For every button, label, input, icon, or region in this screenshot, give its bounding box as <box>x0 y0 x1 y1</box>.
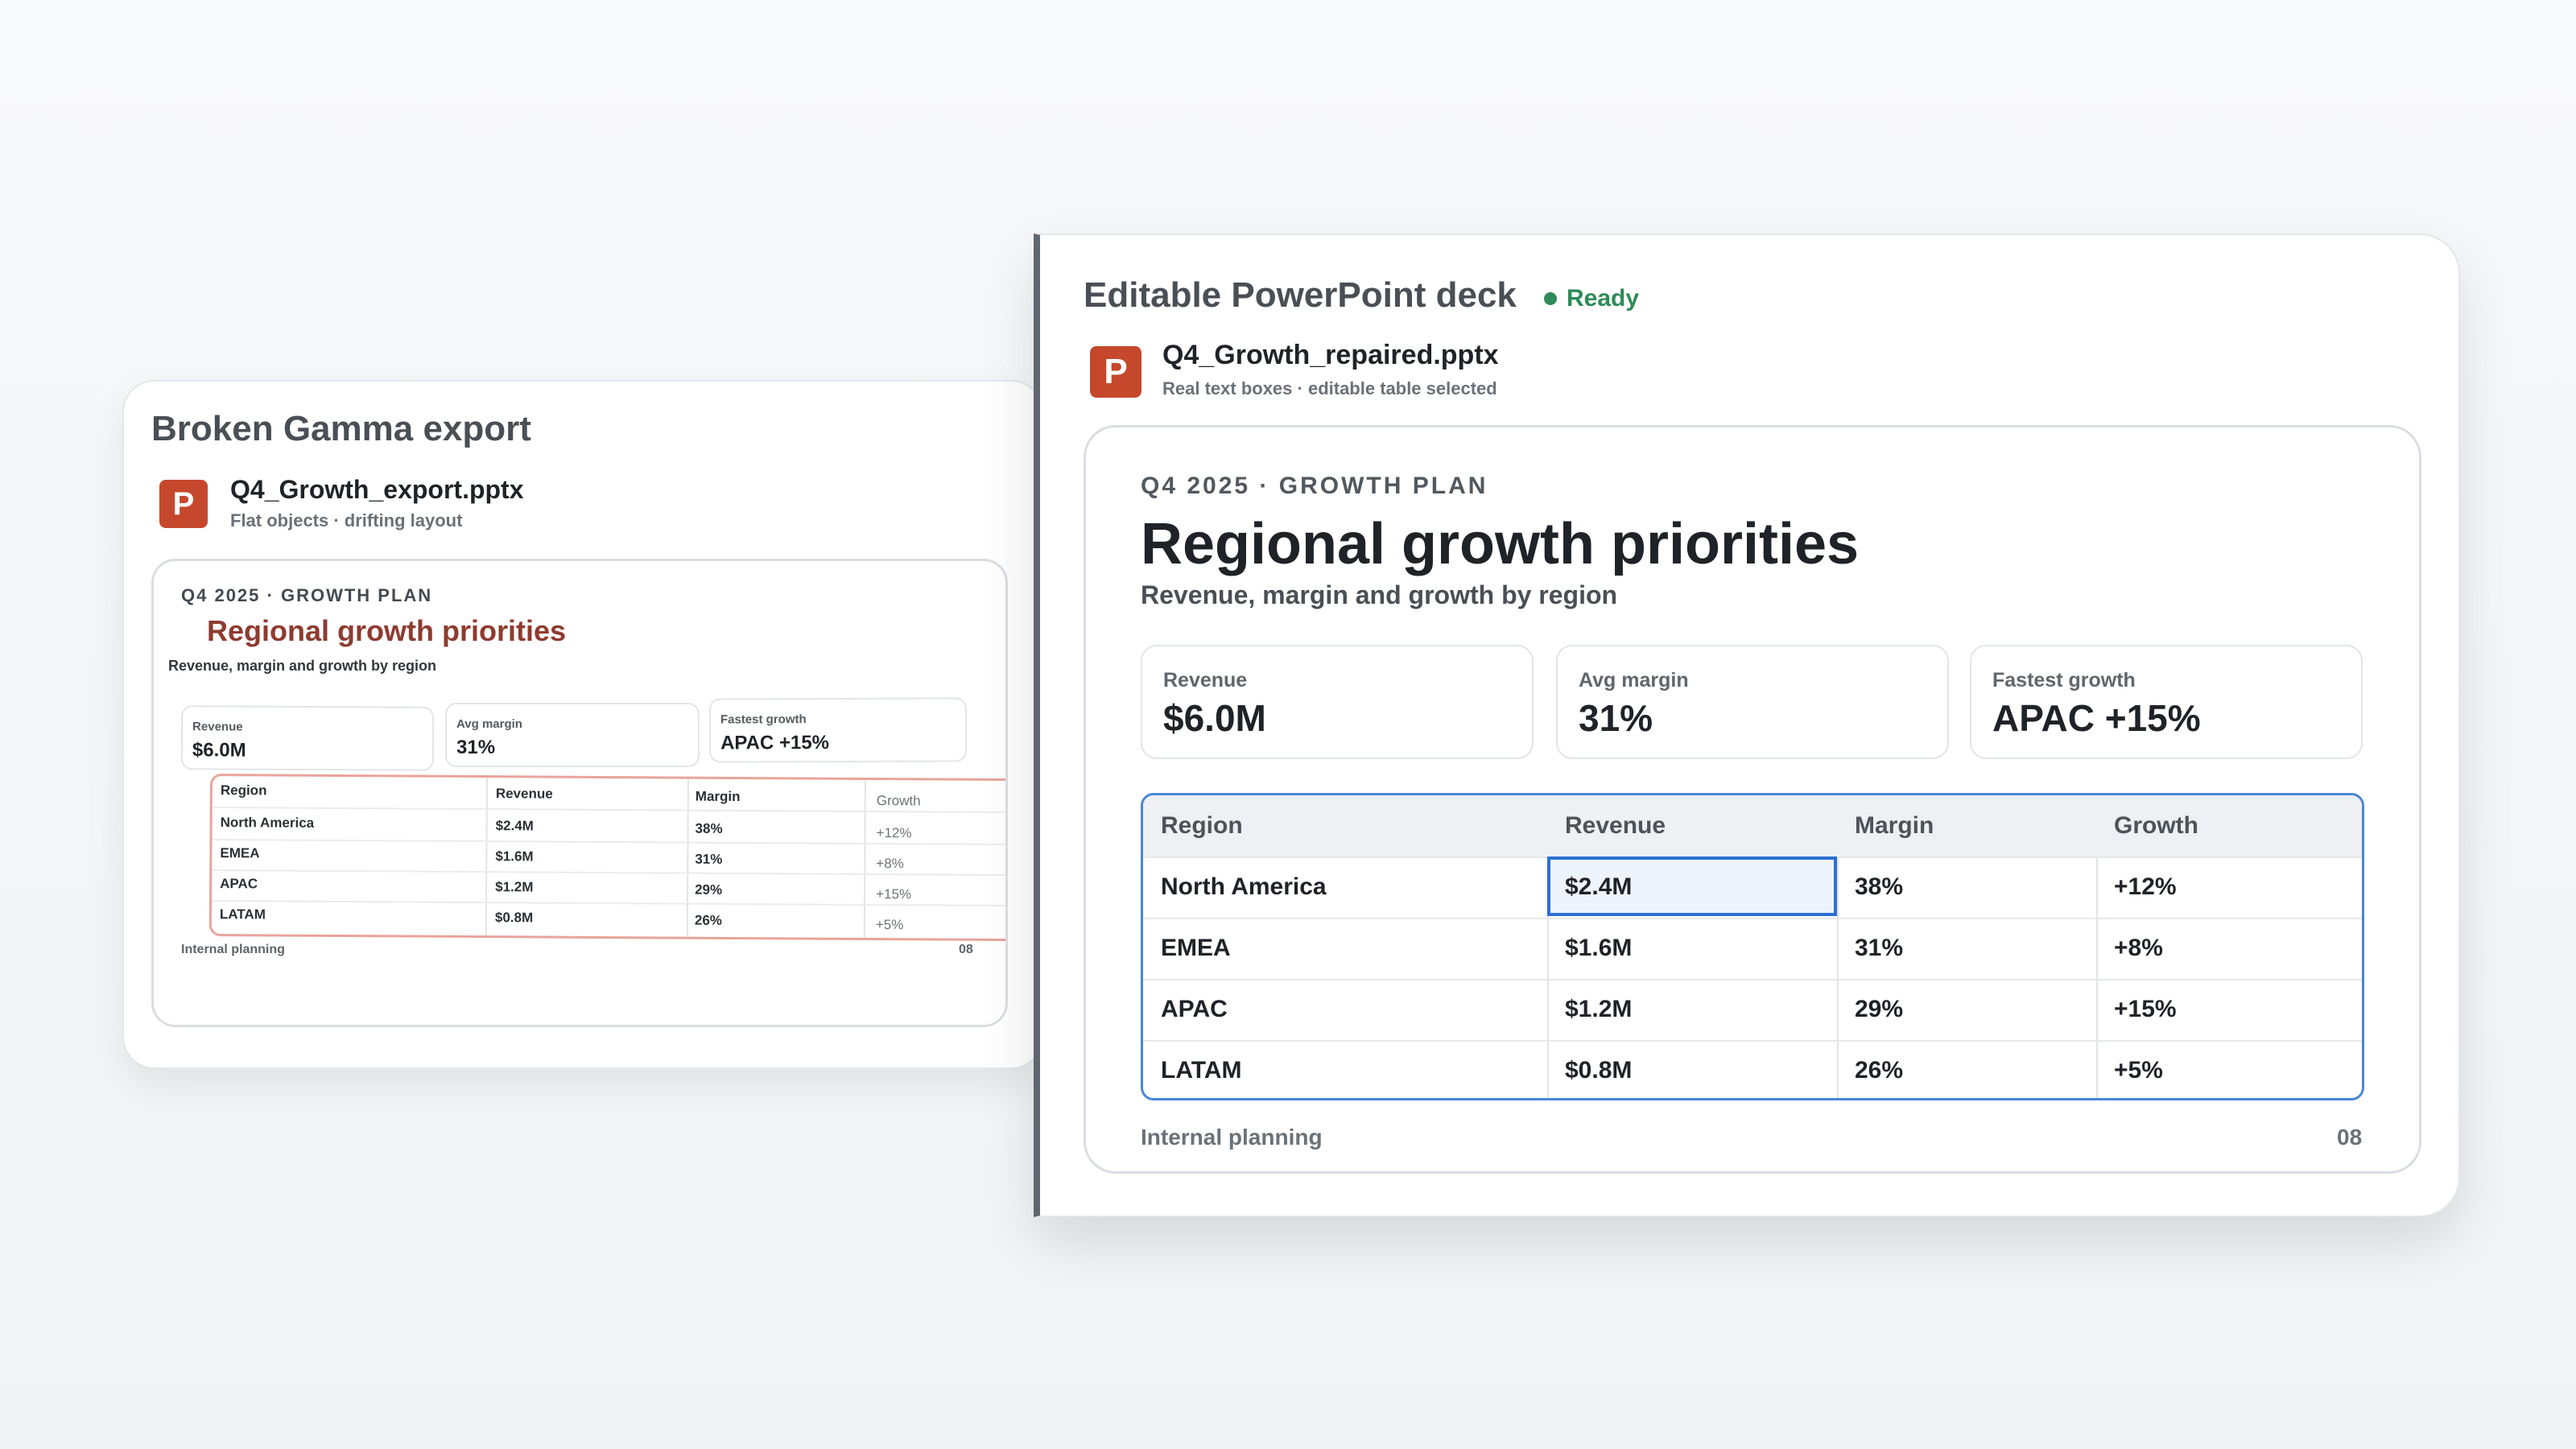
file-description: Flat objects · drifting layout <box>230 510 463 530</box>
slide-title: Regional growth priorities <box>207 614 567 647</box>
cell-revenue[interactable]: $0.8M <box>1565 1057 1633 1084</box>
table-header-margin[interactable]: Margin <box>1855 812 1934 839</box>
kpi-card-fastest-growth: Fastest growth APAC +15% <box>708 697 968 763</box>
cell-region: North America <box>220 815 315 831</box>
cell-margin: 38% <box>695 820 723 836</box>
kpi-card-fastest-growth[interactable]: Fastest growth APAC +15% <box>1970 645 2363 759</box>
slide-page-number: 08 <box>959 943 973 956</box>
slide-preview-editable[interactable]: Q4 2025 · GROWTH PLAN Regional growth pr… <box>1084 425 2421 1174</box>
table-header-margin: Margin <box>695 788 741 805</box>
slide-kicker: Q4 2025 · GROWTH PLAN <box>181 585 433 605</box>
status-text: Ready <box>1567 285 1640 312</box>
cell-margin[interactable]: 26% <box>1855 1057 1904 1084</box>
kpi-value: 31% <box>456 737 496 758</box>
kpi-value: 31% <box>1579 697 1653 739</box>
kpi-label: Avg margin <box>456 717 522 731</box>
kpi-label: Fastest growth <box>1992 669 2136 691</box>
kpi-label: Revenue <box>1163 669 1248 691</box>
cell-growth: +15% <box>876 886 912 902</box>
powerpoint-icon: P <box>1090 346 1141 398</box>
kpi-value: APAC +15% <box>720 732 830 754</box>
kpi-label: Fastest growth <box>720 712 807 727</box>
table-row: North America $2.4M 38% +12% <box>1143 857 2362 919</box>
cell-revenue[interactable]: $1.6M <box>1565 935 1633 961</box>
table-header-region: Region <box>220 782 267 799</box>
slide-footer: Internal planning <box>181 943 285 956</box>
cell-revenue: $1.6M <box>495 848 534 865</box>
kpi-label: Revenue <box>192 720 243 734</box>
slide-page-number: 08 <box>2337 1125 2363 1150</box>
table-row: APAC $1.2M 29% +15% <box>1143 979 2362 1042</box>
table-header-growth: Growth <box>876 793 921 809</box>
slide-preview-broken[interactable]: Q4 2025 · GROWTH PLAN Regional growth pr… <box>151 559 1008 1027</box>
slide-subtitle[interactable]: Revenue, margin and growth by region <box>1141 580 1618 609</box>
broken-export-title: Broken Gamma export <box>151 409 531 448</box>
cell-region[interactable]: LATAM <box>1161 1057 1242 1084</box>
cell-growth: +5% <box>875 917 904 933</box>
kpi-card-revenue[interactable]: Revenue $6.0M <box>1141 645 1534 759</box>
kpi-value: APAC +15% <box>1992 697 2201 739</box>
kpi-value: $6.0M <box>192 739 246 762</box>
slide-title[interactable]: Regional growth priorities <box>1141 512 1860 576</box>
cell-margin[interactable]: 31% <box>1855 935 1904 961</box>
cell-region: LATAM <box>219 906 266 923</box>
cell-margin: 29% <box>695 881 723 898</box>
cell-margin[interactable]: 29% <box>1855 996 1904 1022</box>
slide-kicker[interactable]: Q4 2025 · GROWTH PLAN <box>1141 473 1488 499</box>
powerpoint-icon: P <box>159 480 208 528</box>
table-header-region[interactable]: Region <box>1161 812 1243 839</box>
cell-region: EMEA <box>220 845 260 861</box>
cell-region[interactable]: EMEA <box>1161 935 1231 961</box>
cell-margin: 26% <box>694 912 722 928</box>
kpi-value: $6.0M <box>1163 697 1266 739</box>
cell-revenue: $0.8M <box>494 910 534 926</box>
cell-growth[interactable]: +5% <box>2114 1057 2163 1084</box>
file-name[interactable]: Q4_Growth_export.pptx <box>230 475 524 504</box>
table-row: EMEA $1.6M 31% +8% <box>1143 918 2362 980</box>
editable-deck-title: Editable PowerPoint deck <box>1084 275 1517 315</box>
cell-growth: +12% <box>876 825 912 841</box>
cell-margin: 31% <box>695 851 723 867</box>
cell-margin[interactable]: 38% <box>1855 873 1904 900</box>
slide-subtitle: Revenue, margin and growth by region <box>168 658 437 674</box>
table-header-growth[interactable]: Growth <box>2114 812 2198 839</box>
table-row: LATAM $0.8M 26% +5% <box>1143 1040 2362 1098</box>
cell-region[interactable]: North America <box>1161 873 1327 900</box>
broken-export-card: Broken Gamma export P Q4_Growth_export.p… <box>122 380 1043 1069</box>
slide-footer[interactable]: Internal planning <box>1141 1125 1323 1150</box>
table-header-row: Region Revenue Margin Growth <box>1143 795 2362 858</box>
table-header-revenue[interactable]: Revenue <box>1565 812 1666 839</box>
file-description: Real text boxes · editable table selecte… <box>1162 378 1497 398</box>
file-name[interactable]: Q4_Growth_repaired.pptx <box>1162 340 1499 370</box>
cell-revenue-selected[interactable]: $2.4M <box>1565 873 1633 900</box>
cell-growth[interactable]: +8% <box>2114 935 2163 961</box>
cell-revenue: $1.2M <box>495 879 534 895</box>
cell-region[interactable]: APAC <box>1161 996 1228 1022</box>
kpi-card-avg-margin[interactable]: Avg margin 31% <box>1556 645 1949 759</box>
editable-deck-card: Editable PowerPoint deck Ready P Q4_Grow… <box>1034 233 2460 1217</box>
cell-revenue: $2.4M <box>495 818 534 834</box>
status-dot-icon <box>1544 292 1557 305</box>
cell-region: APAC <box>220 876 258 892</box>
selected-cell-highlight[interactable] <box>1547 857 1837 916</box>
table-header-revenue: Revenue <box>495 786 553 802</box>
kpi-card-revenue: Revenue $6.0M <box>180 705 435 771</box>
cell-growth[interactable]: +15% <box>2114 996 2177 1022</box>
kpi-card-avg-margin: Avg margin 31% <box>445 703 700 767</box>
cell-growth: +8% <box>876 856 904 872</box>
status-badge: Ready <box>1544 285 1639 312</box>
region-table-broken: Region Revenue Margin Growth North Ameri… <box>208 774 1005 942</box>
kpi-label: Avg margin <box>1579 669 1689 691</box>
region-table-editable[interactable]: Region Revenue Margin Growth North Ameri… <box>1141 793 2364 1100</box>
cell-growth[interactable]: +12% <box>2114 873 2177 900</box>
cell-revenue[interactable]: $1.2M <box>1565 996 1633 1022</box>
